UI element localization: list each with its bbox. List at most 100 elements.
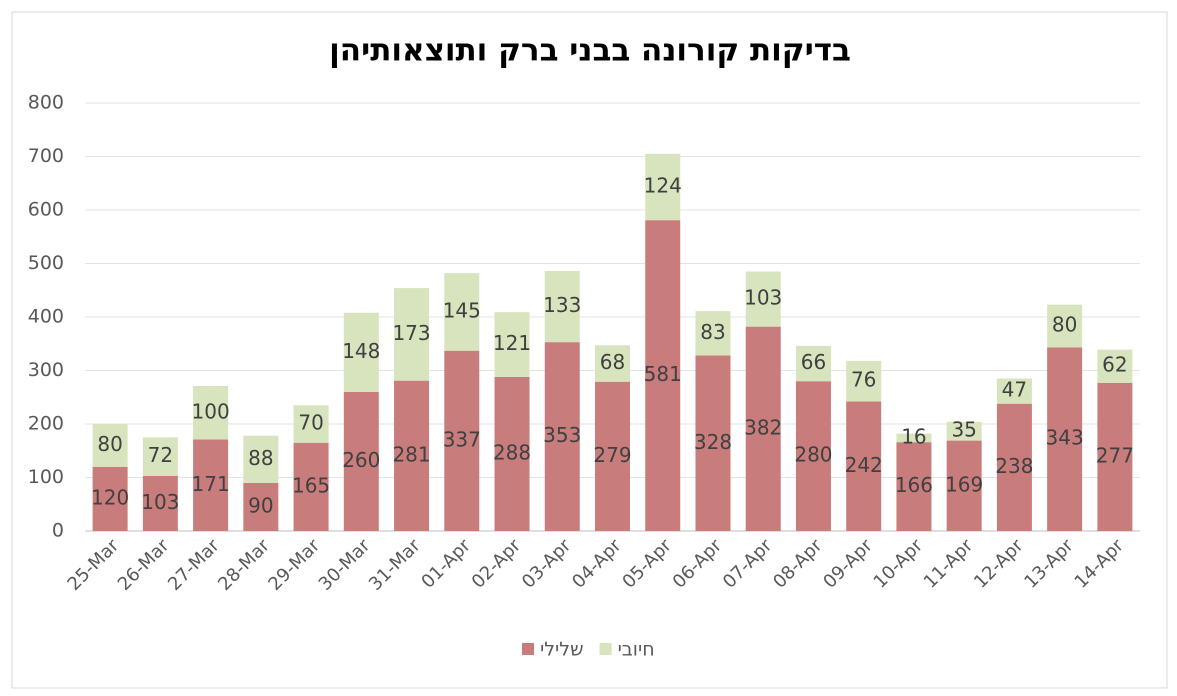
data-label: 133	[543, 293, 581, 317]
bar-segment	[243, 435, 279, 483]
bar-segment	[544, 342, 580, 531]
data-label: 103	[744, 286, 782, 310]
data-label: 173	[392, 321, 430, 345]
data-label: 343	[1046, 426, 1084, 450]
bar-segment	[946, 421, 982, 441]
bar-segment	[1047, 304, 1083, 348]
chart-title: בדיקות קורונה בבני ברק ותוצאותיהן	[329, 33, 851, 69]
bar-segment	[695, 311, 731, 356]
bar-segment	[494, 312, 530, 377]
bar-segment	[92, 424, 128, 467]
y-tick-label: 200	[28, 413, 64, 435]
legend-label: שלילי	[540, 639, 584, 661]
y-tick-label: 600	[28, 199, 64, 221]
y-tick-label: 800	[28, 92, 64, 114]
bar-segment	[745, 271, 781, 327]
bar-segment	[996, 378, 1032, 404]
data-label: 279	[593, 443, 631, 467]
data-label: 90	[248, 493, 273, 517]
bar-segment	[343, 312, 379, 392]
data-label: 121	[493, 331, 531, 355]
data-label: 382	[744, 415, 782, 439]
bar-segment	[846, 401, 882, 531]
bar-segment	[293, 442, 329, 531]
data-label: 353	[543, 423, 581, 447]
bar-segment	[595, 345, 630, 382]
data-label: 80	[1052, 313, 1077, 337]
data-label: 100	[192, 399, 230, 423]
data-label: 120	[91, 485, 129, 509]
data-label: 124	[644, 173, 682, 197]
bar-segment	[896, 433, 932, 443]
bar-segment	[193, 386, 229, 440]
data-label: 166	[895, 473, 933, 497]
data-label: 169	[945, 472, 983, 496]
data-label: 328	[694, 430, 732, 454]
bar-segment	[645, 153, 681, 221]
data-label: 16	[901, 424, 926, 448]
data-label: 103	[141, 490, 179, 514]
legend-swatch	[599, 643, 612, 655]
data-label: 288	[493, 440, 531, 464]
bar-segment	[896, 442, 932, 531]
bar-segment	[494, 376, 530, 531]
bar-segment	[444, 273, 480, 351]
bar-segment	[946, 440, 982, 531]
data-label: 238	[995, 454, 1033, 478]
data-label: 76	[851, 368, 876, 392]
data-label: 68	[600, 350, 625, 374]
data-label: 165	[292, 473, 330, 497]
y-tick-label: 100	[28, 466, 64, 488]
bar-segment	[795, 381, 831, 531]
chart-frame	[11, 11, 1168, 689]
data-label: 83	[700, 320, 725, 344]
data-label: 148	[342, 339, 380, 363]
data-label: 88	[248, 446, 273, 470]
y-tick-label: 700	[28, 145, 64, 167]
bar-segment	[745, 326, 781, 531]
bar-segment	[645, 220, 681, 532]
data-label: 145	[443, 298, 481, 322]
bar-segment	[695, 355, 731, 531]
bar-segment	[1097, 349, 1133, 383]
data-label: 242	[845, 453, 883, 477]
data-label: 70	[298, 411, 323, 435]
data-label: 260	[342, 448, 380, 472]
y-tick-label: 400	[28, 306, 64, 328]
data-label: 47	[1002, 378, 1027, 402]
bar-segment	[544, 270, 580, 343]
legend-label: חיובי	[618, 639, 655, 661]
bar-segment	[142, 475, 178, 531]
data-label: 277	[1096, 443, 1134, 467]
data-label: 337	[443, 427, 481, 451]
bar-segment	[343, 391, 379, 531]
bar-segment	[846, 360, 882, 402]
y-tick-label: 300	[28, 359, 64, 381]
data-label: 581	[644, 362, 682, 386]
bar-segment	[293, 405, 329, 443]
bar-segment	[1097, 382, 1133, 531]
bar-segment	[595, 381, 630, 531]
bar-segment	[394, 288, 430, 381]
bar-segment	[1047, 347, 1083, 531]
data-label: 72	[148, 443, 173, 467]
y-tick-label: 0	[52, 520, 64, 542]
bar-segment	[142, 437, 178, 476]
data-label: 280	[794, 443, 832, 467]
bar-segment	[444, 350, 480, 531]
data-label: 80	[97, 432, 122, 456]
bar-segment	[92, 466, 128, 531]
y-tick-label: 500	[28, 252, 64, 274]
bar-segment	[996, 403, 1032, 531]
data-label: 62	[1102, 353, 1127, 377]
bar-segment	[394, 380, 430, 531]
data-label: 171	[192, 472, 230, 496]
data-label: 66	[801, 350, 826, 374]
bar-segment	[795, 345, 831, 382]
legend-swatch	[522, 643, 534, 655]
bar-segment	[243, 482, 279, 531]
bar-segment	[193, 439, 229, 531]
data-label: 281	[392, 442, 430, 466]
